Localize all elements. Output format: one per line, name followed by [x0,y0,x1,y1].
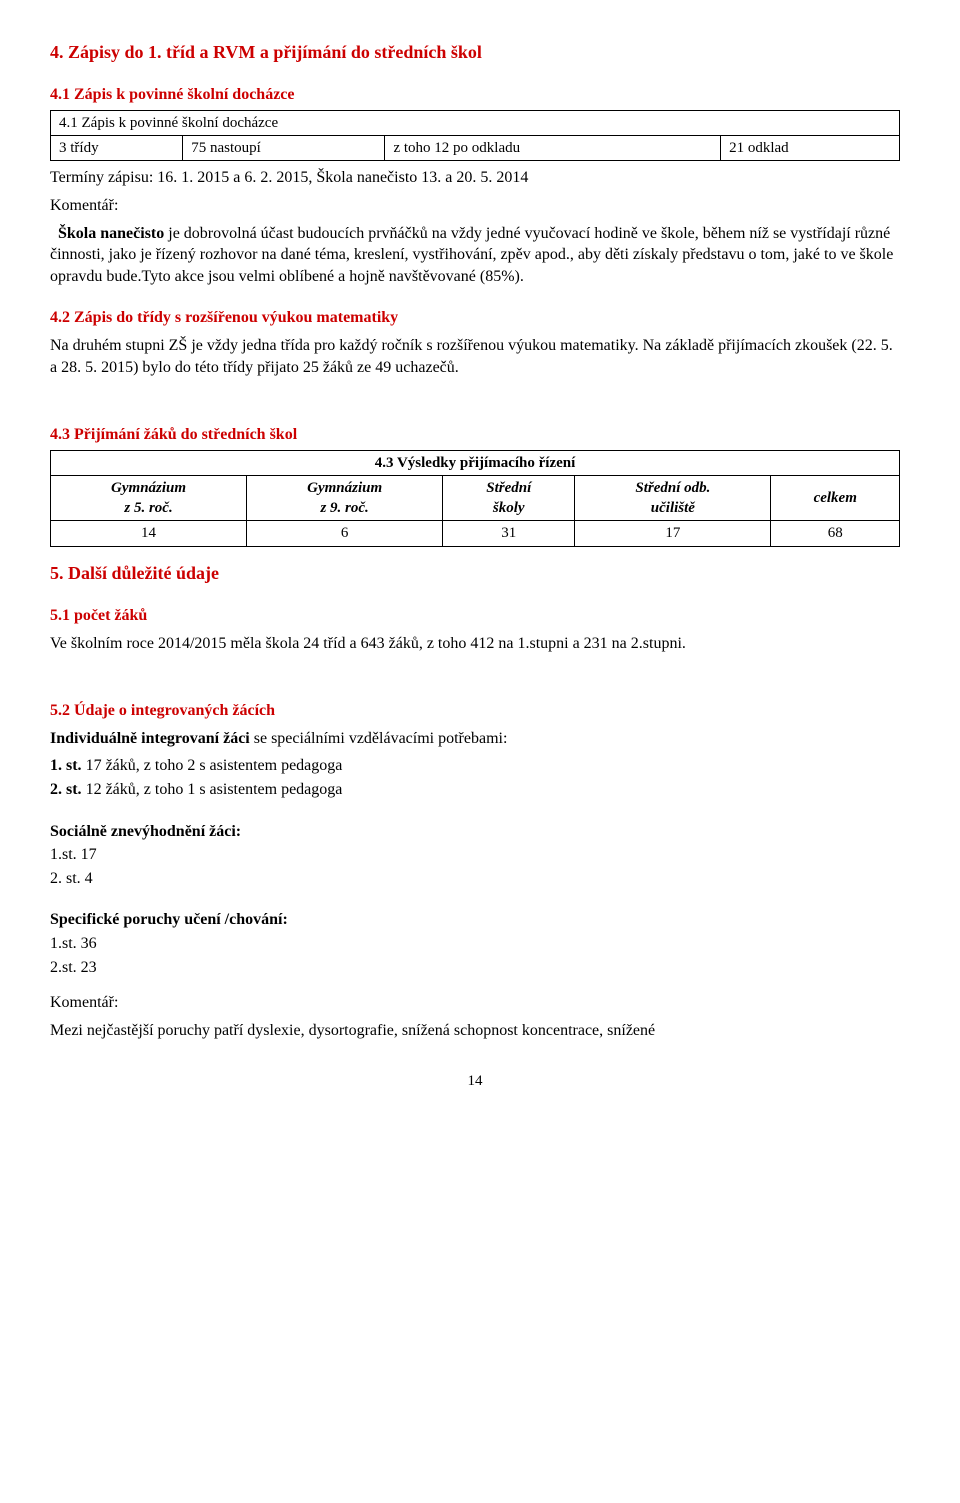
tbl2-h0-l1: Gymnázium [111,480,186,496]
komentar2-label: Komentář: [50,992,900,1014]
spec-2: 2.st. 23 [50,957,900,979]
komentar1-label: Komentář: [50,195,900,217]
tbl2-h3-l1: Střední odb. [635,480,710,496]
tbl2-h1: Gymnázium z 9. roč. [247,475,443,521]
section-5-1-heading: 5.1 počet žáků [50,605,900,627]
tbl2-h4-l1: celkem [814,490,857,506]
indiv-1: 1. st. 17 žáků, z toho 2 s asistentem pe… [50,755,900,777]
tbl1-c2: z toho 12 po odkladu [385,136,721,161]
tbl2-h0-l2: z 5. roč. [124,500,172,516]
tbl2-r3: 17 [575,521,771,546]
section-5-1-body: Ve školním roce 2014/2015 měla škola 24 … [50,633,900,655]
tbl2-r0: 14 [51,521,247,546]
section-4-2-body: Na druhém stupni ZŠ je vždy jedna třída … [50,335,900,378]
section-4-3-heading: 4.3 Přijímání žáků do středních škol [50,424,900,446]
soc-heading: Sociálně znevýhodnění žáci: [50,821,900,843]
tbl2-h3-l2: učiliště [651,500,695,516]
tbl2-h2: Střední školy [443,475,575,521]
tbl2-title: 4.3 Výsledky přijímacího řízení [51,450,900,475]
page-number: 14 [50,1071,900,1091]
tbl2-h2-l2: školy [493,500,525,516]
tbl2-h1-l2: z 9. roč. [320,500,368,516]
table-row: Gymnázium z 5. roč. Gymnázium z 9. roč. St… [51,475,900,521]
tbl2-r4: 68 [771,521,900,546]
terminy-text: Termíny zápisu: 16. 1. 2015 a 6. 2. 2015… [50,167,900,189]
indiv-line: Individuálně integrovaní žáci se speciál… [50,728,900,750]
section-4-2-heading: 4.2 Zápis do třídy s rozšířenou výukou m… [50,307,900,329]
tbl1-c3: 21 odklad [721,136,900,161]
table-row: 3 třídy 75 nastoupí z toho 12 po odkladu… [51,136,900,161]
indiv-1t: 17 žáků, z toho 2 s asistentem pedagoga [82,757,343,774]
tbl1-c1: 75 nastoupí [183,136,385,161]
soc-2: 2. st. 4 [50,868,900,890]
table-row: 14 6 31 17 68 [51,521,900,546]
tbl1-c0: 3 třídy [51,136,183,161]
indiv-2b: 2. st. [50,781,82,798]
indiv-2: 2. st. 12 žáků, z toho 1 s asistentem pe… [50,779,900,801]
spec-heading: Specifické poruchy učení /chování: [50,909,900,931]
spec-1: 1.st. 36 [50,933,900,955]
indiv-1b: 1. st. [50,757,82,774]
tbl2-h1-l1: Gymnázium [307,480,382,496]
komentar1-body: Škola nanečisto je dobrovolná účast budo… [50,223,900,288]
table-caption: 4.1 Zápis k povinné školní docházce [51,110,900,135]
indiv-2t: 12 žáků, z toho 1 s asistentem pedagoga [82,781,343,798]
section-5-2-heading: 5.2 Údaje o integrovaných žácích [50,700,900,722]
tbl2-h3: Střední odb. učiliště [575,475,771,521]
soc-1: 1.st. 17 [50,844,900,866]
komentar1-bold: Škola nanečisto [58,225,164,242]
indiv-rest: se speciálními vzdělávacími potřebami: [250,730,508,747]
tbl2-h0: Gymnázium z 5. roč. [51,475,247,521]
section-4-heading: 4. Zápisy do 1. tříd a RVM a přijímání d… [50,40,900,64]
table-zapis: 4.1 Zápis k povinné školní docházce 3 tř… [50,110,900,162]
section-4-1-heading: 4.1 Zápis k povinné školní docházce [50,84,900,106]
tbl2-h4: celkem [771,475,900,521]
section-5-heading: 5. Další důležité údaje [50,561,900,585]
table-prijimaci: 4.3 Výsledky přijímacího řízení Gymnáziu… [50,450,900,547]
komentar2-body: Mezi nejčastější poruchy patří dyslexie,… [50,1020,900,1042]
tbl2-r1: 6 [247,521,443,546]
komentar1-rest: je dobrovolná účast budoucích prvňáčků n… [50,225,893,285]
tbl2-r2: 31 [443,521,575,546]
indiv-bold: Individuálně integrovaní žáci [50,730,250,747]
tbl2-h2-l1: Střední [486,480,531,496]
